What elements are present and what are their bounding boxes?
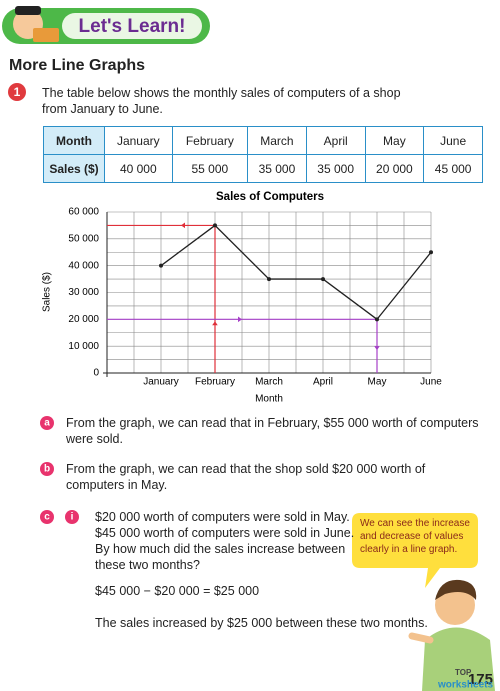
data-point [375,317,379,322]
y-tick-label: 40 000 [68,260,99,271]
arrow-head [212,321,218,326]
question-number: 1 [14,85,21,99]
table-cell: 20 000 [364,154,425,183]
x-axis-label: Month [255,394,283,405]
table-cell: May [364,126,425,155]
item-badge [40,462,54,476]
sub-label: i [71,512,74,523]
item-line: $45 000 − $20 000 = $25 000 [95,584,260,598]
arrow-head [181,222,185,229]
table-cell: February [171,126,249,155]
speech-text: We can see the increase and decrease of … [360,518,470,555]
data-point [213,223,217,228]
sales-table: Month January February March April May June Sal… [43,126,483,183]
x-tick-label: February [195,377,235,388]
item-line: The sales increased by $25 000 between t… [95,616,428,630]
item-label: a [44,418,50,429]
boy-arm [408,632,434,644]
banner-label [62,13,202,39]
row-header: Month [43,126,105,155]
item-line: $45 000 worth of computers were sold in … [95,526,355,540]
item-badge [40,510,54,524]
number-badge [8,83,26,101]
boy-shirt [422,627,495,691]
y-tick-label: 50 000 [68,233,99,244]
row-header: Sales ($) [43,154,105,183]
table-cell: April [305,126,366,155]
boy [408,579,495,691]
table-cell: January [104,126,173,155]
item-line: $20 000 worth of computers were sold in … [95,510,350,524]
kid-hat [15,6,41,15]
x-tick-label: May [368,377,387,388]
book-icon [33,28,59,42]
x-tick-label: June [420,377,442,388]
item-line: By how much did the sales increase betwe… [95,542,346,572]
logo-text: worksheets [437,680,493,691]
data-line [160,224,432,321]
arrow-head [374,346,380,351]
data-point [321,277,325,282]
banner-text: Let's Learn! [79,16,186,37]
boy-face [435,585,475,625]
table-cell: 45 000 [423,154,483,183]
table-cell: March [247,126,307,155]
table-cell: 40 000 [104,154,173,183]
arrow-head [238,316,242,323]
y-tick-label: 30 000 [68,287,99,298]
data-point [267,277,271,282]
page-number: 175 [468,671,493,688]
y-tick-label: 0 [93,368,99,379]
item-label: b [44,464,50,475]
table-cell: 35 000 [305,154,366,183]
y-tick-label: 60 000 [68,207,99,218]
y-tick-label: 10 000 [68,341,99,352]
y-tick-label: 20 000 [68,314,99,325]
table-row: Sales ($) 40 000 55 000 35 000 35 000 20 000 4… [43,154,483,183]
table-row: Month January February March April May June [43,126,483,155]
section-title: More Line Graphs [9,57,146,74]
x-tick-label: January [143,377,179,388]
boy-hair [435,579,477,600]
table-cell: 55 000 [171,154,249,183]
item-badge [40,416,54,430]
data-point [159,263,163,268]
table-cell: June [423,126,483,155]
logo-top: TOP [455,668,472,677]
x-tick-label: March [255,377,283,388]
question-text: The table below shows the monthly sales … [42,86,401,116]
sub-badge [65,510,79,524]
item-label: c [44,512,50,523]
speech-bubble [352,513,478,588]
item-text: From the graph, we can read that the sho… [66,462,426,492]
item-text: From the graph, we can read that in Febr… [66,416,479,446]
x-tick-label: April [313,377,333,388]
y-axis-label: Sales ($) [42,272,53,312]
data-point [429,250,433,255]
chart-title: Sales of Computers [216,191,324,203]
table-cell: 35 000 [247,154,307,183]
